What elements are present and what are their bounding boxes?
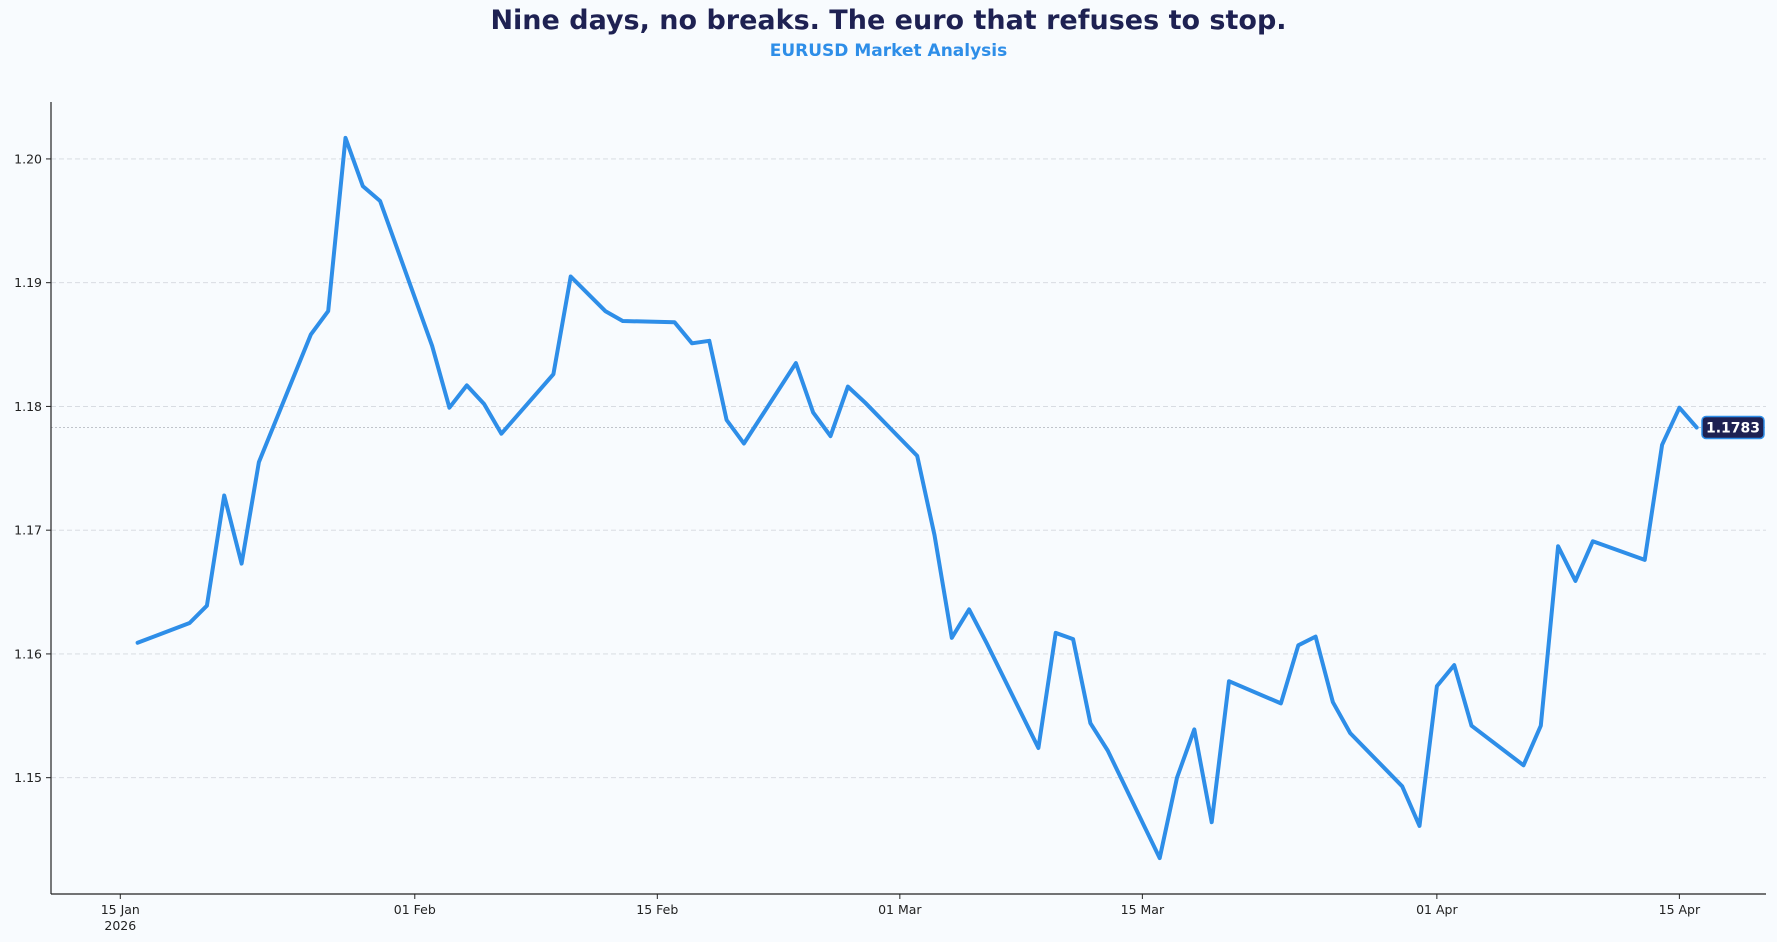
chart-title: Nine days, no breaks. The euro that refu…: [490, 5, 1287, 36]
x-tick-label: 15 Jan: [101, 902, 140, 917]
x-tick-label: 01 Feb: [394, 902, 436, 917]
last-value-badge: [1701, 415, 1765, 440]
x-tick-sublabel: 2026: [104, 918, 136, 933]
chart-subtitle: EURUSD Market Analysis: [769, 41, 1008, 61]
x-tick-label: 01 Apr: [1416, 902, 1458, 917]
y-tick-label: 1.20: [14, 151, 42, 166]
x-tick-label: 15 Mar: [1121, 902, 1165, 917]
y-tick-label: 1.15: [14, 770, 42, 785]
y-tick-label: 1.17: [14, 523, 42, 538]
last-value-label: 1.1783: [1706, 420, 1760, 436]
x-tick-label: 01 Mar: [878, 902, 922, 917]
eurusd-line: [135, 135, 1699, 861]
y-tick-label: 1.16: [14, 646, 42, 661]
x-tick-label: 15 Apr: [1659, 902, 1701, 917]
y-tick-label: 1.19: [14, 275, 42, 290]
x-tick-label: 15 Feb: [636, 902, 678, 917]
y-tick-label: 1.18: [14, 399, 42, 414]
